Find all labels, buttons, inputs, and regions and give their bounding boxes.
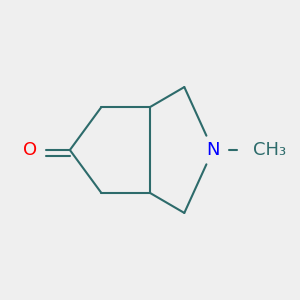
Text: N: N <box>206 141 220 159</box>
Text: O: O <box>23 141 37 159</box>
Text: CH₃: CH₃ <box>253 141 286 159</box>
